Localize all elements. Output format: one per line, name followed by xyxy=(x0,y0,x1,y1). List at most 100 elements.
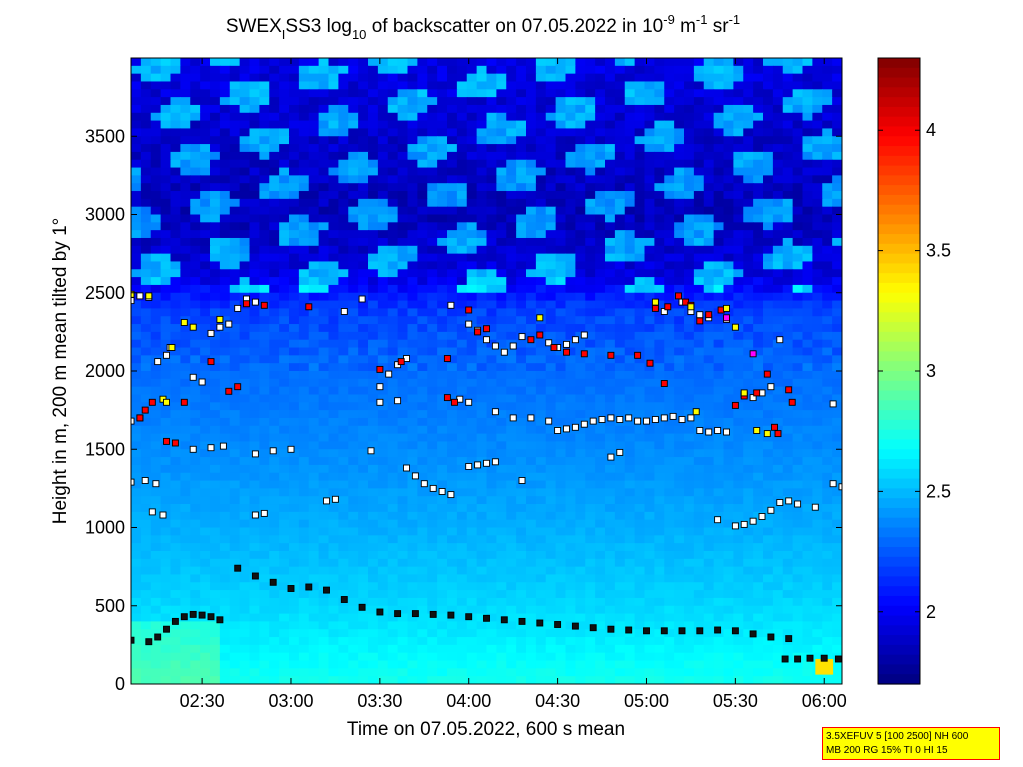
heatmap-cell xyxy=(753,58,764,67)
heatmap-cell xyxy=(743,433,754,443)
heatmap-cell xyxy=(585,457,596,466)
heatmap-cell xyxy=(772,433,784,443)
heatmap-cell xyxy=(506,136,517,145)
heatmap-cell xyxy=(308,277,320,286)
heatmap-cell xyxy=(160,519,172,529)
heatmap-cell xyxy=(348,441,359,450)
heatmap-cell xyxy=(200,488,211,497)
heatmap-cell xyxy=(190,488,201,497)
heatmap-cell xyxy=(140,425,152,435)
heatmap-cell xyxy=(298,410,310,419)
heatmap-cell xyxy=(693,347,705,356)
heatmap-cell xyxy=(772,449,784,458)
heatmap-cell xyxy=(703,402,715,411)
heatmap-cell xyxy=(229,386,241,396)
heatmap-cell xyxy=(131,136,142,145)
heatmap-cell xyxy=(535,355,547,364)
heatmap-cell xyxy=(624,417,636,427)
heatmap-cell xyxy=(239,253,251,263)
heatmap-cell xyxy=(160,582,172,591)
heatmap-cell xyxy=(338,535,349,544)
heatmap-cell xyxy=(210,136,221,145)
heatmap-cell xyxy=(634,402,646,411)
heatmap-cell xyxy=(763,73,774,83)
heatmap-cell xyxy=(200,97,211,106)
heatmap-cell xyxy=(140,308,152,317)
heatmap-cell xyxy=(259,81,270,90)
heatmap-cell xyxy=(417,58,428,67)
heatmap-cell xyxy=(822,128,833,137)
heatmap-cell xyxy=(624,347,636,356)
heatmap-cell xyxy=(644,183,655,192)
heatmap-cell xyxy=(200,89,211,98)
heatmap-cell xyxy=(812,97,823,106)
heatmap-cell xyxy=(289,347,300,356)
heatmap-cell xyxy=(743,457,754,466)
heatmap-cell xyxy=(447,89,458,98)
heatmap-cell xyxy=(654,316,665,325)
heatmap-cell xyxy=(229,457,241,466)
heatmap-cell xyxy=(733,590,744,599)
heatmap-cell xyxy=(131,464,142,474)
heatmap-cell xyxy=(812,284,823,294)
heatmap-cell xyxy=(131,308,142,317)
heatmap-cell xyxy=(368,394,379,403)
heatmap-cell xyxy=(328,97,339,106)
heatmap-cell xyxy=(506,89,517,98)
heatmap-cell xyxy=(684,245,695,255)
heatmap-cell xyxy=(456,496,468,505)
heatmap-cell xyxy=(210,504,221,513)
heatmap-cell xyxy=(338,488,349,497)
heatmap-cell xyxy=(170,527,181,536)
heatmap-cell xyxy=(535,433,547,443)
heatmap-cell xyxy=(763,277,774,286)
heatmap-cell xyxy=(605,253,616,263)
heatmap-cell xyxy=(526,417,537,427)
heatmap-cell xyxy=(832,425,842,435)
heatmap-cell xyxy=(190,81,201,90)
heatmap-cell xyxy=(239,590,251,599)
heatmap-cell xyxy=(585,58,596,67)
heatmap-cell xyxy=(644,292,655,302)
heatmap-cell xyxy=(723,457,734,466)
heatmap-cell xyxy=(229,402,241,411)
heatmap-cell xyxy=(229,378,241,388)
heatmap-cell xyxy=(526,433,537,443)
heatmap-cell xyxy=(644,511,655,521)
heatmap-cell xyxy=(614,394,626,403)
heatmap-cell xyxy=(664,363,675,372)
heatmap-cell xyxy=(417,253,428,263)
heatmap-cell xyxy=(802,300,813,310)
heatmap-cell xyxy=(526,488,537,497)
heatmap-cell xyxy=(219,144,231,153)
heatmap-cell xyxy=(684,104,695,114)
heatmap-cell xyxy=(684,558,695,568)
heatmap-cell xyxy=(447,504,458,513)
heatmap-cell xyxy=(496,198,507,208)
heatmap-cell xyxy=(723,73,734,83)
heatmap-cell xyxy=(200,441,211,450)
heatmap-cell xyxy=(131,230,142,239)
heatmap-cell xyxy=(832,73,842,83)
heatmap-cell xyxy=(545,378,557,388)
heatmap-cell xyxy=(368,97,379,106)
heatmap-cell xyxy=(298,504,310,513)
heatmap-cell xyxy=(437,339,448,349)
heatmap-cell xyxy=(545,316,557,325)
heatmap-cell xyxy=(555,457,567,466)
heatmap-cell xyxy=(377,339,389,349)
heatmap-cell xyxy=(456,582,468,591)
heatmap-cell xyxy=(614,308,626,317)
heatmap-cell xyxy=(605,175,616,184)
heatmap-cell xyxy=(595,488,606,497)
heatmap-cell xyxy=(160,402,172,411)
heatmap-cell xyxy=(140,504,152,513)
heatmap-cell xyxy=(140,89,152,98)
heatmap-cell xyxy=(150,324,162,333)
heatmap-cell xyxy=(338,457,349,466)
heatmap-cell xyxy=(180,65,191,75)
heatmap-cell xyxy=(832,136,842,145)
heatmap-cell xyxy=(693,120,705,130)
heatmap-cell xyxy=(585,371,596,380)
heatmap-cell xyxy=(792,519,804,529)
